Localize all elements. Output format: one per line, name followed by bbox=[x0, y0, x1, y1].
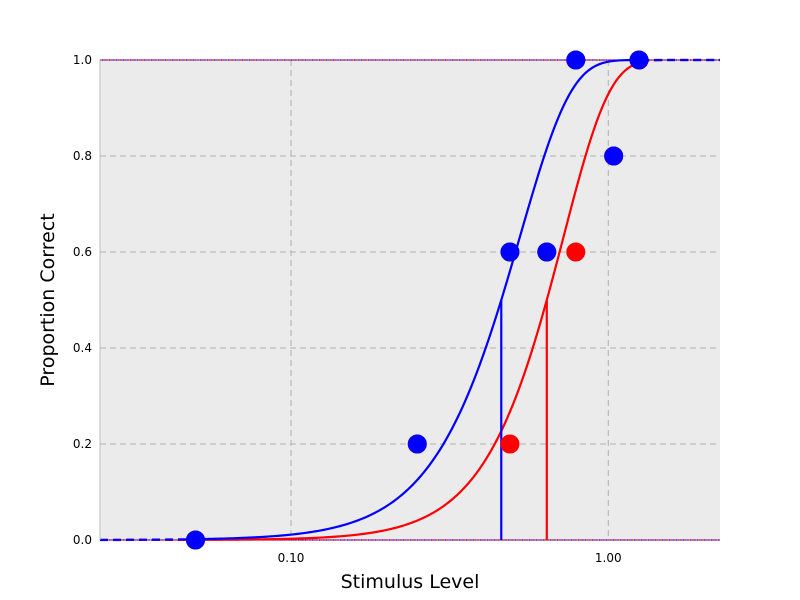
x-tick-labels: 0.10 1.00 bbox=[278, 551, 622, 565]
y-tick-label: 1.0 bbox=[73, 53, 92, 67]
blue-fit-extrapolation-low bbox=[100, 538, 196, 541]
y-tick-label: 0.8 bbox=[73, 149, 92, 163]
blue-fit-curve bbox=[195, 58, 642, 541]
x-tick-label: 1.00 bbox=[595, 551, 622, 565]
y-tick-label: 0.4 bbox=[73, 341, 92, 355]
threshold-markers bbox=[500, 300, 548, 540]
y-tick-label: 0.2 bbox=[73, 437, 92, 451]
x-axis-label: Stimulus Level bbox=[341, 571, 480, 593]
y-tick-labels: 0.0 0.2 0.4 0.6 0.8 1.0 bbox=[73, 53, 92, 547]
y-tick-label: 0.0 bbox=[73, 533, 92, 547]
fit-curves bbox=[100, 58, 720, 542]
x-tick-label: 0.10 bbox=[278, 551, 305, 565]
y-tick-label: 0.6 bbox=[73, 245, 92, 259]
plot-background bbox=[100, 60, 720, 540]
y-axis-label: Proportion Correct bbox=[37, 213, 59, 386]
red-fit-curve bbox=[195, 61, 642, 541]
data-points bbox=[186, 50, 649, 550]
